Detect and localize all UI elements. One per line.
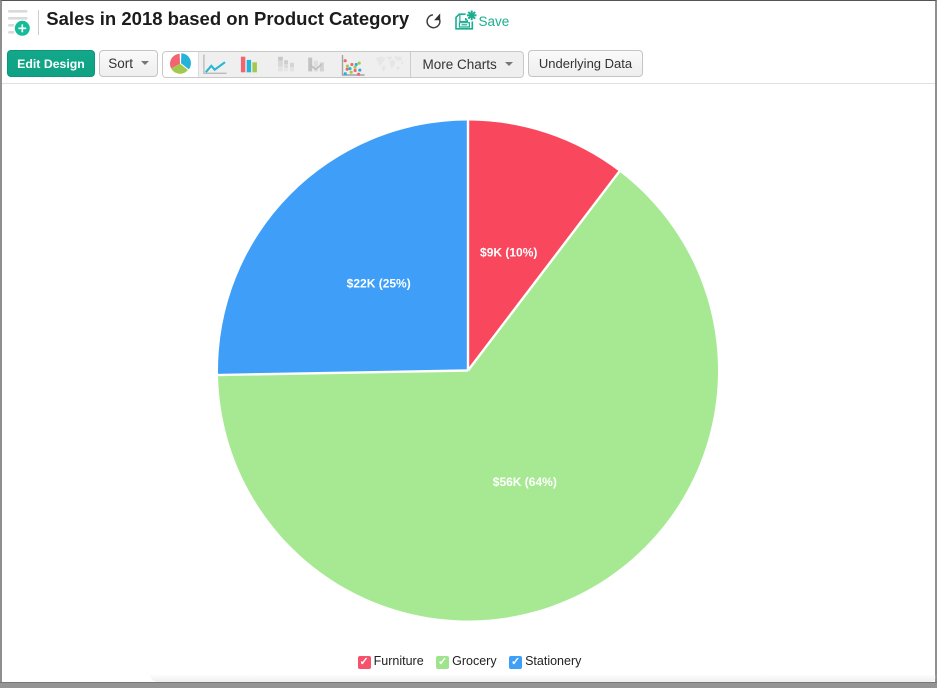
svg-text:$56K (64%): $56K (64%): [493, 475, 557, 489]
svg-text:$9K (10%): $9K (10%): [480, 246, 537, 260]
svg-text:$22K (25%): $22K (25%): [347, 277, 411, 291]
